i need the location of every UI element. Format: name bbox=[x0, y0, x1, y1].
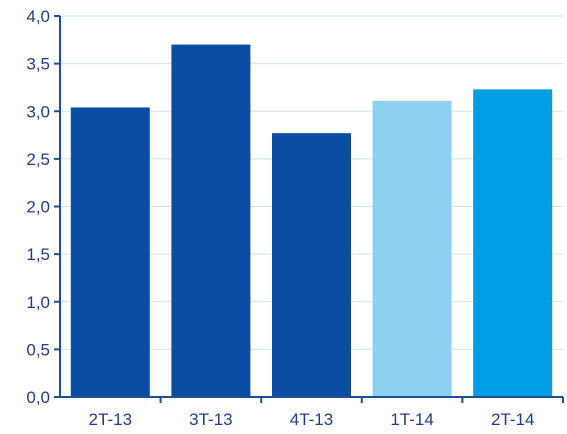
y-tick-label: 3,5 bbox=[26, 55, 50, 74]
x-tick-labels: 2T-13 3T-13 4T-13 1T-14 2T-14 bbox=[89, 410, 535, 429]
y-tick-label: 0,5 bbox=[26, 340, 50, 359]
y-tick-label: 2,5 bbox=[26, 150, 50, 169]
bar-1t-14 bbox=[372, 100, 452, 398]
x-tick-label: 3T-13 bbox=[189, 410, 232, 429]
bars bbox=[70, 44, 553, 398]
axes bbox=[54, 15, 564, 403]
y-tick-label: 3,0 bbox=[26, 102, 50, 121]
y-tick-label: 0,0 bbox=[26, 388, 50, 407]
x-tick-label: 4T-13 bbox=[290, 410, 333, 429]
bar-2t-13 bbox=[70, 107, 150, 397]
x-tick-label: 2T-14 bbox=[491, 410, 534, 429]
x-tick-label: 2T-13 bbox=[89, 410, 132, 429]
bar-4t-13 bbox=[272, 133, 351, 397]
bar-3t-13 bbox=[171, 44, 251, 397]
y-tick-label: 4,0 bbox=[26, 7, 50, 26]
bar-2t-14 bbox=[473, 89, 553, 397]
y-tick-labels: 0,0 0,5 1,0 1,5 2,0 2,5 3,0 3,5 4,0 bbox=[26, 7, 50, 407]
x-tick-label: 1T-14 bbox=[390, 410, 433, 429]
y-tick-label: 2,0 bbox=[26, 198, 50, 217]
y-tick-label: 1,5 bbox=[26, 245, 50, 264]
y-tick-label: 1,0 bbox=[26, 293, 50, 312]
